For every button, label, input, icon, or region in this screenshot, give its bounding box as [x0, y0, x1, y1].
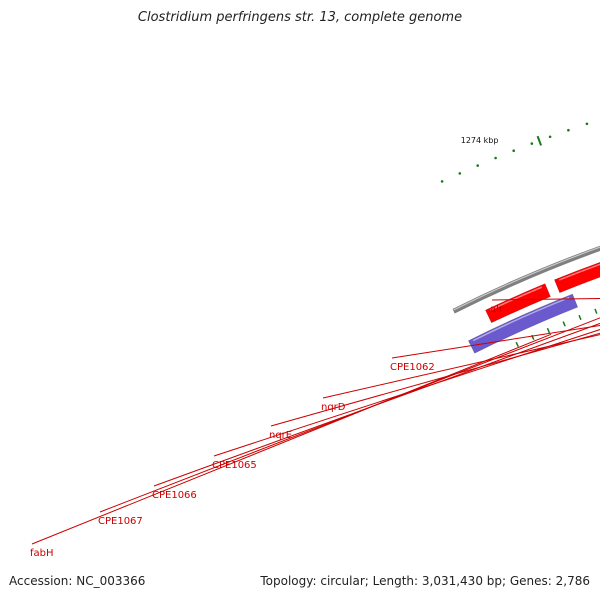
- inner-tick: [594, 308, 598, 314]
- cds-block: [554, 261, 600, 294]
- gene-block-fabH: [467, 293, 579, 354]
- major-ticks: [536, 135, 543, 146]
- gene-label: nqrE: [269, 430, 292, 441]
- ruler-dot: [567, 128, 570, 132]
- gene-label: CPE1066: [152, 490, 197, 501]
- inner-tick: [562, 321, 566, 327]
- inner-tick: [546, 327, 551, 334]
- ruler-tick: [536, 135, 543, 146]
- ruler-dot: [585, 122, 589, 126]
- ruler-dot: [476, 164, 480, 167]
- label-leader: [391, 324, 600, 359]
- ruler-labels: 1267 kbp1268 kbp1269 kbp1270 kbp1271 kbp…: [461, 136, 499, 145]
- gene-block-fabH-shine: [472, 296, 570, 342]
- map-title: Clostridium perfringens str. 13, complet…: [137, 10, 463, 25]
- ruler-dot: [494, 156, 497, 160]
- ruler-dot: [512, 149, 515, 152]
- inner-tick: [578, 314, 582, 321]
- ruler-dot: [458, 172, 462, 175]
- minor-tick-dots: [440, 122, 598, 347]
- gene-label: CPE1062: [390, 362, 435, 373]
- feature-blocks: [467, 261, 600, 354]
- accession-text: Accession: NC_003366: [9, 574, 146, 588]
- cds-block-shine: [558, 263, 600, 281]
- cds-block: [485, 283, 551, 324]
- label-leader: [153, 322, 600, 487]
- inner-tick: [515, 341, 519, 347]
- label-leader: [322, 334, 600, 399]
- gene-label: fabH: [30, 548, 54, 559]
- label-leader: [270, 332, 600, 427]
- label-leaders: [31, 298, 600, 545]
- gene-labels: fabH CPE1067 CPE1066 CPE1065 nqrE nqrD CPE1062…: [30, 304, 504, 559]
- label-leader: [213, 329, 600, 457]
- summary-text: Topology: circular; Length: 3,031,430 bp…: [260, 574, 590, 588]
- ruler-label: 1274 kbp: [461, 136, 499, 145]
- ruler-dot: [548, 135, 552, 139]
- gene-label: CPE1065: [212, 460, 257, 471]
- ruler-dot: [440, 180, 444, 183]
- ruler-dot: [530, 142, 534, 145]
- cds-block-shine: [489, 286, 543, 311]
- gene-label: alr: [490, 304, 504, 315]
- label-leader: [31, 333, 552, 545]
- gene-label: CPE1067: [98, 516, 143, 527]
- gene-label: nqrD: [321, 402, 346, 413]
